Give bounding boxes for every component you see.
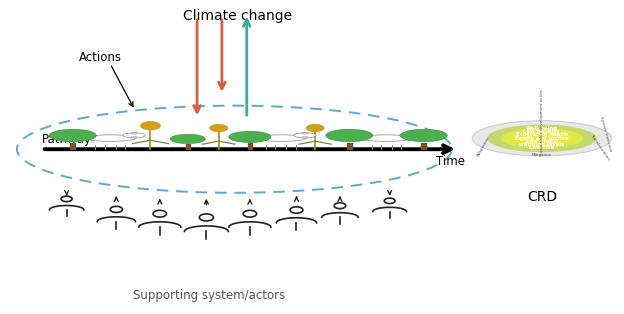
Ellipse shape <box>399 133 422 138</box>
Text: Actions: Actions <box>79 51 122 64</box>
Ellipse shape <box>487 125 597 152</box>
Text: Equity and justice: Equity and justice <box>515 136 568 141</box>
Text: warming levels: warming levels <box>519 142 565 147</box>
Ellipse shape <box>512 131 572 146</box>
Ellipse shape <box>407 137 414 138</box>
Ellipse shape <box>255 135 307 141</box>
Ellipse shape <box>407 133 414 134</box>
Text: Mitigation: Mitigation <box>532 153 552 157</box>
Text: Low poverty: Low poverty <box>524 129 560 134</box>
Ellipse shape <box>306 124 324 132</box>
Ellipse shape <box>123 133 145 138</box>
Ellipse shape <box>140 122 160 130</box>
Text: Sustainable development action: Sustainable development action <box>540 88 544 155</box>
Text: Well-being: Well-being <box>526 126 558 131</box>
Ellipse shape <box>361 135 412 141</box>
Text: Low global: Low global <box>526 139 558 144</box>
Ellipse shape <box>210 124 228 132</box>
Ellipse shape <box>131 133 137 134</box>
Ellipse shape <box>326 129 373 142</box>
Text: System transition: System transition <box>600 116 613 152</box>
Text: Pathway: Pathway <box>42 133 92 146</box>
Ellipse shape <box>302 137 308 138</box>
Polygon shape <box>248 143 252 149</box>
Text: Transformation: Transformation <box>589 133 610 160</box>
Ellipse shape <box>302 133 308 134</box>
Polygon shape <box>421 143 426 149</box>
Polygon shape <box>347 143 352 149</box>
Text: Time: Time <box>436 155 466 168</box>
Text: Supporting system/actors: Supporting system/actors <box>134 289 286 302</box>
Ellipse shape <box>131 137 137 138</box>
Ellipse shape <box>501 128 583 149</box>
Text: Adaptation: Adaptation <box>477 136 492 157</box>
Polygon shape <box>186 144 190 149</box>
Text: Low risk: Low risk <box>529 145 554 150</box>
Ellipse shape <box>170 134 205 143</box>
Ellipse shape <box>229 131 271 143</box>
Ellipse shape <box>472 121 612 156</box>
Text: CRD: CRD <box>527 191 557 204</box>
Ellipse shape <box>401 129 447 142</box>
Ellipse shape <box>49 129 96 142</box>
Text: Climate change: Climate change <box>183 9 292 23</box>
Ellipse shape <box>84 135 136 141</box>
Polygon shape <box>71 143 76 149</box>
Text: Ecosystem health: Ecosystem health <box>515 133 568 138</box>
Ellipse shape <box>294 133 316 138</box>
